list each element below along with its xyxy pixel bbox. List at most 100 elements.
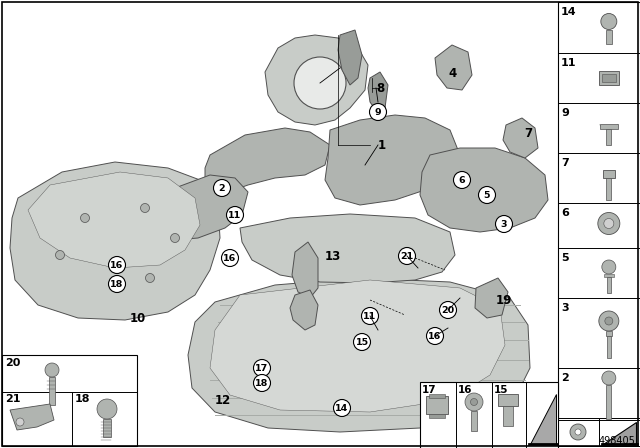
Text: 9: 9 (561, 108, 569, 118)
Text: 3: 3 (561, 303, 568, 313)
Circle shape (81, 214, 90, 223)
Text: 14: 14 (335, 404, 349, 413)
Text: 3: 3 (500, 220, 508, 228)
Circle shape (16, 418, 24, 426)
Bar (606, 129, 611, 145)
Circle shape (598, 212, 620, 234)
Circle shape (45, 363, 59, 377)
Bar (429, 394, 445, 398)
Bar (49, 377, 55, 405)
Bar (558, 2, 640, 420)
Text: 5: 5 (484, 190, 490, 199)
Text: 18: 18 (110, 280, 124, 289)
Circle shape (97, 399, 117, 419)
Bar (426, 396, 448, 414)
Bar (607, 336, 611, 358)
Text: 16: 16 (458, 385, 472, 395)
Circle shape (214, 180, 230, 197)
Text: 6: 6 (561, 208, 569, 218)
Text: 1: 1 (378, 138, 386, 151)
Circle shape (253, 359, 271, 376)
Text: 5: 5 (561, 253, 568, 263)
Circle shape (599, 311, 619, 331)
Text: 11: 11 (561, 58, 577, 68)
Text: 14: 14 (561, 7, 577, 17)
Circle shape (495, 215, 513, 233)
Circle shape (141, 203, 150, 212)
Bar (103, 419, 111, 437)
Text: 18: 18 (75, 394, 90, 404)
Circle shape (470, 399, 477, 405)
Circle shape (333, 400, 351, 417)
Text: 17: 17 (255, 363, 269, 372)
Text: 7: 7 (524, 126, 532, 139)
Polygon shape (475, 278, 508, 318)
Text: 8: 8 (376, 82, 384, 95)
Text: 19: 19 (496, 293, 513, 306)
Bar (558, 418, 599, 446)
Text: 13: 13 (325, 250, 341, 263)
Circle shape (605, 317, 613, 325)
Polygon shape (603, 422, 636, 444)
Text: 16: 16 (428, 332, 442, 340)
Bar (599, 71, 619, 85)
Bar (471, 411, 477, 431)
Bar (600, 124, 618, 129)
Polygon shape (205, 128, 330, 195)
Text: 16: 16 (110, 260, 124, 270)
Circle shape (109, 257, 125, 273)
Circle shape (570, 424, 586, 440)
Polygon shape (290, 290, 318, 330)
Circle shape (109, 276, 125, 293)
Polygon shape (240, 214, 455, 283)
Text: 4: 4 (448, 66, 456, 79)
Text: 12: 12 (215, 393, 231, 406)
Circle shape (454, 172, 470, 189)
Text: 17: 17 (422, 385, 436, 395)
Text: 21: 21 (5, 394, 20, 404)
Circle shape (602, 371, 616, 385)
Text: 20: 20 (5, 358, 20, 368)
Text: 2: 2 (561, 373, 569, 383)
Circle shape (362, 307, 378, 324)
Polygon shape (530, 394, 556, 444)
Circle shape (604, 219, 614, 228)
Bar (602, 74, 616, 82)
Circle shape (56, 250, 65, 259)
Polygon shape (162, 175, 248, 240)
Circle shape (426, 327, 444, 345)
Circle shape (170, 233, 179, 242)
Polygon shape (210, 280, 505, 412)
Polygon shape (338, 30, 362, 85)
Polygon shape (10, 404, 54, 430)
Polygon shape (325, 115, 460, 205)
Text: 6: 6 (459, 176, 465, 185)
Circle shape (479, 186, 495, 203)
Polygon shape (368, 72, 388, 112)
Polygon shape (10, 162, 220, 320)
Circle shape (294, 57, 346, 109)
Circle shape (221, 250, 239, 267)
Bar (2, 355, 137, 446)
Circle shape (227, 207, 243, 224)
Bar (420, 382, 558, 448)
Bar (606, 331, 612, 336)
Circle shape (353, 333, 371, 350)
Bar (603, 170, 615, 178)
Text: 20: 20 (442, 306, 454, 314)
Bar (606, 385, 611, 419)
Text: 10: 10 (130, 311, 147, 324)
Text: 498405: 498405 (598, 436, 635, 446)
Circle shape (601, 13, 617, 30)
Circle shape (575, 429, 581, 435)
Text: 7: 7 (561, 158, 569, 168)
Text: 18: 18 (255, 379, 269, 388)
Polygon shape (188, 278, 530, 432)
Text: 11: 11 (228, 211, 242, 220)
Bar (429, 414, 445, 418)
Text: 9: 9 (374, 108, 381, 116)
Circle shape (440, 302, 456, 319)
Polygon shape (420, 148, 548, 232)
Polygon shape (292, 242, 318, 298)
Circle shape (602, 260, 616, 274)
